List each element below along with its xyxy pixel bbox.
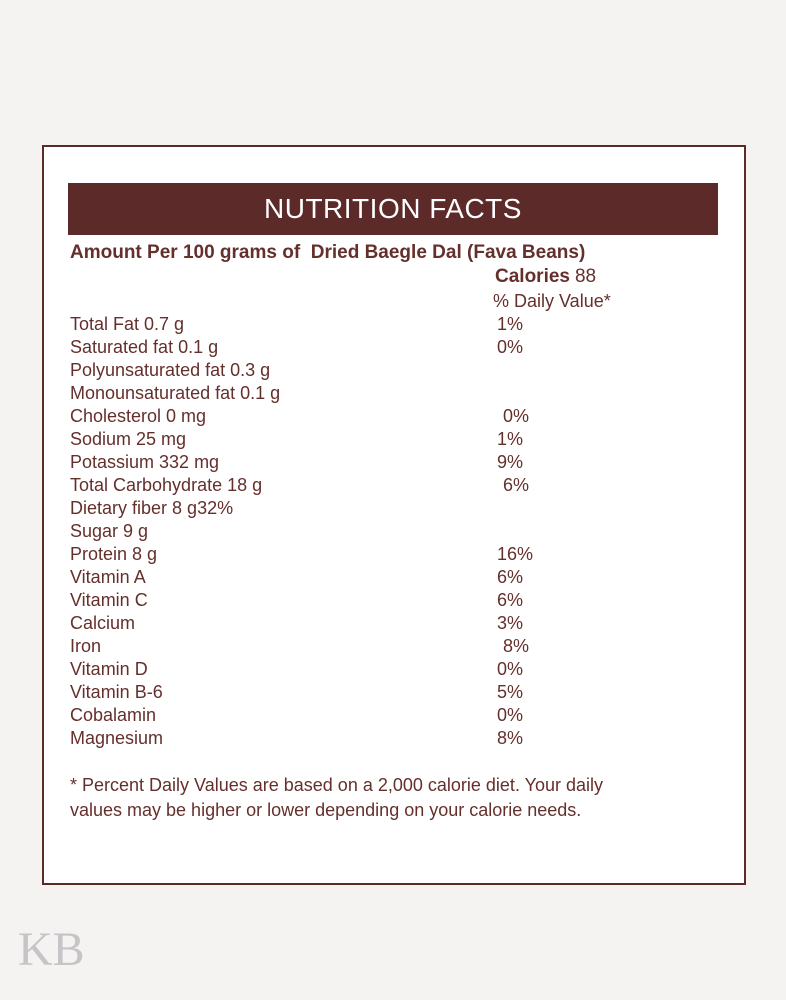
- nutrition-label-card: NUTRITION FACTS Amount Per 100 grams of …: [42, 145, 746, 885]
- table-row: Vitamin C 6%: [44, 589, 744, 612]
- nutrient-daily-value: 8%: [503, 636, 530, 656]
- table-row: Vitamin B-6 5%: [44, 681, 744, 704]
- nutrient-label: Total Carbohydrate 18 g: [70, 475, 263, 495]
- nutrient-label: Magnesium: [70, 728, 164, 748]
- nutrient-label: Sodium 25 mg: [70, 429, 187, 449]
- nutrient-label: Polyunsaturated fat 0.3 g: [70, 360, 271, 380]
- table-row: Monounsaturated fat 0.1 g: [44, 382, 744, 405]
- table-row: Iron 8%: [44, 635, 744, 658]
- nutrient-inline-value: 32%: [197, 498, 234, 518]
- table-row: Cobalamin 0%: [44, 704, 744, 727]
- footnote: * Percent Daily Values are based on a 2,…: [70, 773, 603, 823]
- table-row: Total Carbohydrate 18 g 6%: [44, 474, 744, 497]
- nutrient-label: Vitamin B-6: [70, 682, 163, 702]
- nutrient-daily-value: 5%: [497, 682, 524, 702]
- nutrient-daily-value: 1%: [497, 314, 524, 334]
- table-row: Vitamin D 0%: [44, 658, 744, 681]
- nutrient-label: Cholesterol 0 mg: [70, 406, 207, 426]
- table-row: Sodium 25 mg 1%: [44, 428, 744, 451]
- nutrient-daily-value: 9%: [497, 452, 524, 472]
- nutrient-daily-value: 16%: [497, 544, 534, 564]
- serving-line: Amount Per 100 grams of Dried Baegle Dal…: [70, 242, 586, 263]
- nutrient-daily-value: 0%: [497, 337, 524, 357]
- table-row: Magnesium 8%: [44, 727, 744, 750]
- nutrient-label: Saturated fat 0.1 g: [70, 337, 219, 357]
- calories-value: 88: [574, 266, 597, 287]
- table-row: Potassium 332 mg 9%: [44, 451, 744, 474]
- table-row: Dietary fiber 8 g32%: [44, 497, 744, 520]
- nutrient-daily-value: 6%: [497, 567, 524, 587]
- nutrient-daily-value: 8%: [497, 728, 524, 748]
- nutrition-facts-header-bar: NUTRITION FACTS: [68, 183, 718, 235]
- nutrient-daily-value: 6%: [497, 590, 524, 610]
- table-row: Saturated fat 0.1 g 0%: [44, 336, 744, 359]
- nutrient-daily-value: 0%: [497, 705, 524, 725]
- nutrition-rows: Total Fat 0.7 g 1% Saturated fat 0.1 g 0…: [44, 313, 744, 750]
- nutrition-facts-title: NUTRITION FACTS: [264, 193, 522, 224]
- nutrient-label: Vitamin C: [70, 590, 148, 610]
- nutrient-label: Iron: [70, 636, 102, 656]
- nutrient-daily-value: 0%: [497, 659, 524, 679]
- nutrient-label: Protein 8 g: [70, 544, 158, 564]
- nutrient-label: Vitamin A: [70, 567, 146, 587]
- daily-value-header: % Daily Value*: [493, 291, 611, 311]
- nutrient-label: Potassium 332 mg: [70, 452, 220, 472]
- nutrient-label: Calcium: [70, 613, 136, 633]
- nutrient-label: Vitamin D: [70, 659, 148, 679]
- table-row: Protein 8 g 16%: [44, 543, 744, 566]
- table-row: Calcium 3%: [44, 612, 744, 635]
- nutrient-label: Sugar 9 g: [70, 521, 149, 541]
- nutrient-label: Cobalamin: [70, 705, 157, 725]
- table-row: Vitamin A 6%: [44, 566, 744, 589]
- nutrient-daily-value: 0%: [503, 406, 530, 426]
- footnote-line-1: * Percent Daily Values are based on a 2,…: [70, 775, 604, 795]
- calories-line: Calories 88: [495, 266, 596, 288]
- nutrient-label: Total Fat 0.7 g: [70, 314, 185, 334]
- table-row: Sugar 9 g: [44, 520, 744, 543]
- table-row: Cholesterol 0 mg 0%: [44, 405, 744, 428]
- nutrient-label: Monounsaturated fat 0.1 g: [70, 383, 281, 403]
- calories-label: Calories: [495, 266, 570, 287]
- brand-watermark: KB: [18, 923, 85, 976]
- nutrient-daily-value: 3%: [497, 613, 524, 633]
- table-row: Total Fat 0.7 g 1%: [44, 313, 744, 336]
- table-row: Polyunsaturated fat 0.3 g: [44, 359, 744, 382]
- nutrient-label: Dietary fiber 8 g: [70, 498, 198, 518]
- footnote-line-2: values may be higher or lower depending …: [70, 800, 582, 820]
- nutrient-daily-value: 6%: [503, 475, 530, 495]
- nutrient-daily-value: 1%: [497, 429, 524, 449]
